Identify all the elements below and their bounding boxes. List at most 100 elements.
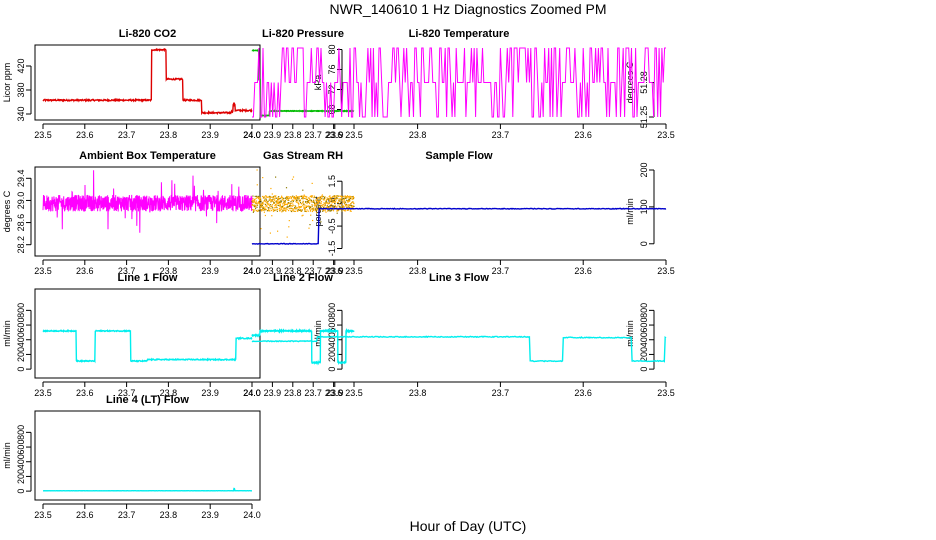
data-point <box>280 201 283 203</box>
data-point <box>317 197 319 199</box>
data-point <box>312 219 314 222</box>
data-point <box>337 195 339 197</box>
data-point <box>324 210 326 212</box>
data-point <box>297 202 299 204</box>
y-tick-label: 0 <box>639 241 649 246</box>
data-point <box>272 197 274 199</box>
data-point <box>308 199 310 201</box>
data-point <box>340 201 342 203</box>
data-point <box>298 207 300 209</box>
data-point <box>350 196 352 198</box>
data-point <box>302 200 304 202</box>
x-tick-label: 23.9 <box>326 266 344 276</box>
data-point <box>277 197 279 199</box>
data-point <box>329 198 331 200</box>
data-point <box>350 197 352 199</box>
y-tick-label: 200 <box>639 162 649 177</box>
x-tick-label: 23.9 <box>264 388 282 398</box>
data-point <box>344 196 346 198</box>
x-tick-label: 23.8 <box>160 510 178 520</box>
data-point <box>304 209 306 211</box>
data-point <box>327 203 329 205</box>
data-point <box>303 207 305 209</box>
data-point <box>261 210 263 212</box>
plot-frame <box>34 410 261 501</box>
data-point <box>263 206 265 208</box>
data-point <box>351 202 353 204</box>
data-point <box>321 204 324 206</box>
data-point <box>274 209 276 212</box>
plot-frame <box>34 288 261 379</box>
data-point <box>350 206 353 208</box>
data-point <box>346 197 348 199</box>
x-tick-label: 23.9 <box>201 388 219 398</box>
data-point <box>305 206 307 208</box>
data-point <box>353 205 355 207</box>
data-point <box>265 195 267 197</box>
data-point <box>294 205 297 207</box>
data-point <box>276 200 278 202</box>
data-point <box>254 200 256 202</box>
data-point <box>268 199 270 201</box>
data-point <box>319 196 321 198</box>
data-point <box>351 201 353 203</box>
data-point <box>311 182 313 184</box>
data-point <box>284 197 286 199</box>
data-point <box>289 205 291 207</box>
data-point <box>276 208 279 210</box>
data-point <box>292 202 294 204</box>
data-point <box>317 205 319 207</box>
data-point <box>291 205 293 207</box>
data-point <box>286 208 288 211</box>
data-point <box>332 205 334 207</box>
data-point <box>309 196 311 198</box>
data-point <box>305 198 307 200</box>
data-point <box>258 210 260 212</box>
series-line <box>42 328 253 364</box>
data-point <box>349 197 351 200</box>
data-point <box>328 206 330 208</box>
data-point <box>340 204 342 206</box>
data-point <box>260 200 262 202</box>
data-point <box>337 198 339 200</box>
data-point <box>288 209 290 212</box>
data-point <box>333 195 335 197</box>
data-point <box>252 195 254 197</box>
data-point <box>343 201 345 203</box>
data-point <box>274 199 276 201</box>
data-point <box>325 199 327 201</box>
data-point <box>265 203 267 205</box>
data-point <box>306 198 308 201</box>
data-point <box>280 202 282 204</box>
x-tick-label: 23.6 <box>76 510 94 520</box>
data-point <box>312 200 314 202</box>
data-point <box>273 207 275 209</box>
data-point <box>320 202 322 204</box>
data-point <box>312 209 314 211</box>
data-point <box>306 196 308 198</box>
data-point <box>333 207 335 209</box>
data-point <box>252 201 254 203</box>
data-point <box>296 196 298 198</box>
data-point <box>314 202 316 205</box>
data-point <box>260 203 262 205</box>
series-line <box>43 487 252 492</box>
data-point <box>255 200 257 202</box>
data-point <box>271 199 273 202</box>
data-point <box>259 208 261 210</box>
x-tick-label: 23.6 <box>76 266 94 276</box>
data-point <box>346 195 349 197</box>
data-point <box>296 197 298 199</box>
data-point <box>290 209 292 211</box>
data-point <box>350 204 352 207</box>
data-point <box>304 201 307 203</box>
data-point <box>319 200 321 202</box>
data-point <box>253 204 255 206</box>
data-point <box>282 205 284 207</box>
data-point <box>312 201 314 203</box>
data-point <box>310 214 312 216</box>
x-tick-label: 23.5 <box>34 388 52 398</box>
y-axis-label: kPa <box>313 75 323 91</box>
x-tick-label: 24.0 <box>243 510 261 520</box>
